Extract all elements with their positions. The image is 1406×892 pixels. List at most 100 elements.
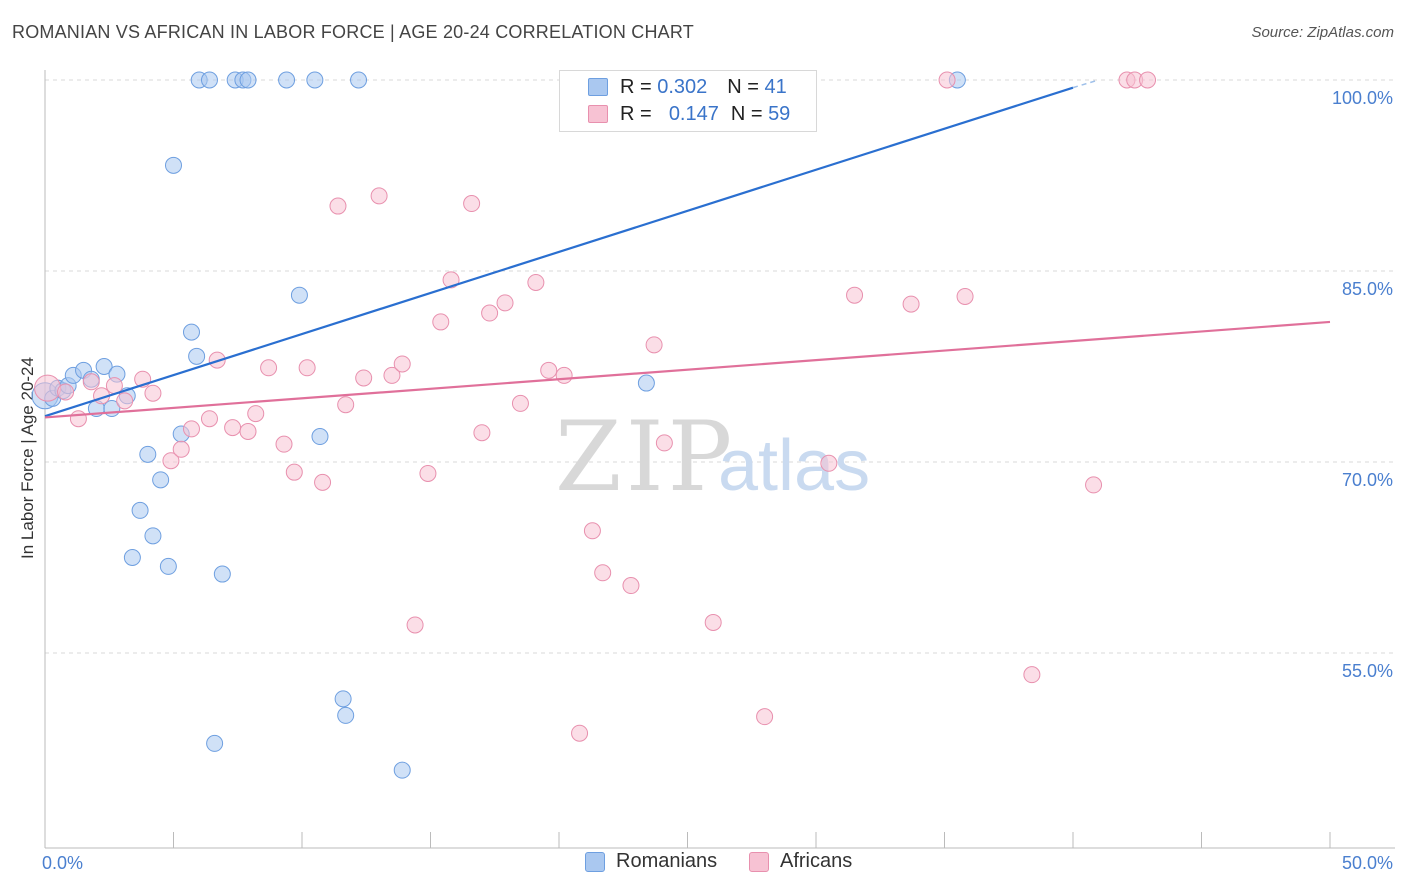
africans-points <box>34 71 1157 742</box>
african-point <box>239 422 257 440</box>
african-point <box>820 454 838 472</box>
legend-r-label: R = <box>620 102 652 125</box>
legend-label-africans: Africans <box>780 850 853 872</box>
romanian-point <box>139 445 157 463</box>
africans-trend-line <box>44 320 1331 419</box>
y-tick-label: 70.0% <box>1342 470 1393 490</box>
african-point <box>162 452 180 470</box>
romanian-point <box>144 527 162 545</box>
african-point <box>314 473 332 491</box>
african-point <box>406 616 424 634</box>
y-tick-label: 55.0% <box>1342 661 1393 681</box>
romanian-point <box>95 358 113 375</box>
african-point <box>571 724 589 742</box>
african-point <box>200 410 218 428</box>
african-point <box>555 366 573 384</box>
african-point <box>511 394 529 412</box>
african-point <box>275 435 293 453</box>
romanian-point <box>350 71 368 89</box>
african-point <box>902 295 920 313</box>
african-point <box>34 374 62 402</box>
legend-n-value: 41 <box>764 75 787 98</box>
tick-labels: 100.0% 85.0% 70.0% 55.0% 0.0% 50.0% <box>42 88 1393 873</box>
african-point <box>1139 71 1157 89</box>
y-tick-label: 100.0% <box>1332 88 1393 108</box>
romanian-point <box>152 471 170 489</box>
romanian-point <box>200 71 218 89</box>
romanian-point <box>334 690 352 708</box>
african-point <box>527 273 545 291</box>
romanian-point <box>637 374 655 392</box>
legend-r-value: 0.302 <box>657 75 708 98</box>
legend-n-label: N = <box>730 102 763 125</box>
african-point <box>583 522 601 540</box>
romanian-point <box>159 557 177 575</box>
x-tick-label: 0.0% <box>42 853 83 873</box>
african-point <box>393 355 411 373</box>
african-point <box>432 313 450 331</box>
african-point <box>463 195 481 213</box>
romanians-swatch <box>588 78 608 96</box>
legend-item-africans: Africans <box>749 850 852 873</box>
african-point <box>956 287 974 305</box>
african-point <box>182 420 200 438</box>
watermark-zip: ZIP <box>555 401 736 513</box>
african-point <box>298 359 316 377</box>
african-point <box>419 464 437 482</box>
african-point <box>57 383 75 401</box>
romanians-legend-swatch <box>585 851 605 872</box>
africans-legend-swatch <box>749 851 769 872</box>
romanian-point <box>290 286 308 304</box>
stats-legend: R = 0.302 N = 41 R = 0.147 N = 59 <box>559 70 817 132</box>
legend-n-label: N = <box>727 75 759 98</box>
legend-r-label: R = <box>620 75 652 98</box>
zipatlas-watermark: ZIP atlas <box>555 401 870 513</box>
african-point <box>473 424 491 442</box>
african-point <box>370 187 388 205</box>
x-tick-label: 50.0% <box>1342 853 1393 873</box>
african-point <box>285 463 303 481</box>
romanian-point <box>239 71 257 89</box>
african-point <box>144 384 162 402</box>
african-point <box>496 294 514 312</box>
african-point <box>1085 476 1103 494</box>
romanian-point <box>188 347 206 365</box>
african-point <box>756 708 774 726</box>
romanians-trend-extension <box>1072 79 1099 89</box>
african-point <box>846 286 864 304</box>
chart-title: ROMANIAN VS AFRICAN IN LABOR FORCE | AGE… <box>12 22 694 42</box>
african-point <box>442 271 460 289</box>
romanian-point <box>213 565 231 583</box>
romanian-point <box>278 71 296 89</box>
africans-swatch <box>588 105 608 123</box>
african-point <box>1023 666 1041 684</box>
source-credit: Source: ZipAtlas.com <box>1251 24 1394 41</box>
african-point <box>622 577 640 595</box>
legend-label-romanians: Romanians <box>616 850 718 872</box>
romanian-point <box>337 706 355 724</box>
trend-lines <box>44 79 1331 419</box>
romanian-point <box>165 156 182 174</box>
legend-n-value: 59 <box>768 102 791 125</box>
african-point <box>329 197 347 215</box>
african-point <box>224 419 242 437</box>
watermark-atlas: atlas <box>718 426 870 506</box>
african-point <box>82 373 100 391</box>
y-tick-label: 85.0% <box>1342 279 1393 299</box>
romanian-point <box>306 71 324 89</box>
african-point <box>247 405 265 423</box>
african-point <box>655 434 673 452</box>
romanian-point <box>393 761 411 779</box>
romanian-point <box>123 549 141 566</box>
romanian-point <box>182 323 200 341</box>
african-point <box>594 564 612 582</box>
legend-r-value: 0.147 <box>668 102 719 125</box>
african-point <box>260 359 278 377</box>
african-point <box>337 396 355 414</box>
series-legend: Romanians Africans <box>0 850 1406 878</box>
legend-row-africans: R = 0.147 N = 59 <box>588 101 790 127</box>
african-point <box>69 410 87 428</box>
romanian-point <box>131 501 149 519</box>
legend-row-romanians: R = 0.302 N = 41 <box>588 74 787 100</box>
